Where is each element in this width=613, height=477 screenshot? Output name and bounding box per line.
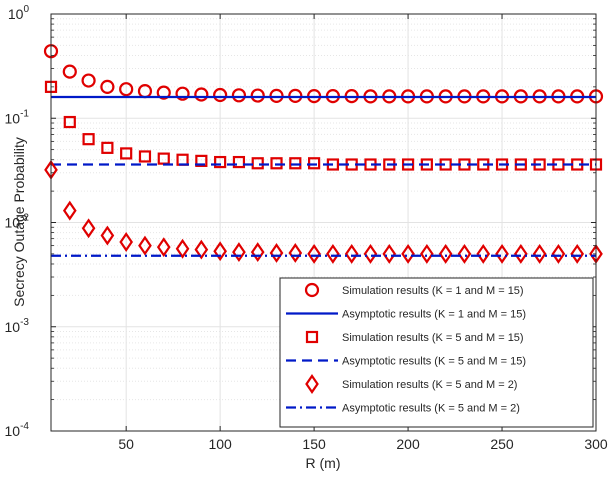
y-tick-labels: 10-4 10-3 10-2 10-1 100 [5,4,30,439]
legend-item: Simulation results (K = 5 and M = 2) [305,374,517,394]
data-point [119,82,134,97]
data-point [100,225,115,246]
data-point [194,239,209,260]
y-tick-label: 10-1 [5,108,30,126]
legend-marker-swatch [305,330,319,344]
data-point [344,243,359,264]
x-tick-label: 150 [302,436,326,452]
data-point [213,87,228,103]
legend-label: Simulation results (K = 1 and M = 15) [342,285,524,297]
data-point [250,242,265,263]
data-point [120,147,133,160]
legend-item: Simulation results (K = 5 and M = 15) [305,330,524,344]
y-tick-label: 100 [8,4,30,22]
data-point [81,73,96,88]
y-axis-label: Secrecy Outage Probability [11,137,27,307]
legend-label: Asymptotic results (K = 1 and M = 15) [342,309,526,321]
data-point [269,88,284,103]
data-point [382,243,397,264]
data-point [532,243,547,264]
data-point [214,155,227,169]
data-point [438,243,453,264]
data-point [232,242,246,263]
data-point [307,243,321,264]
data-point [138,150,152,163]
data-point [175,86,190,101]
data-point [156,85,171,100]
data-point [250,88,265,103]
data-point [551,243,566,264]
y-tick-label: 10-4 [5,421,30,439]
legend-label: Simulation results (K = 5 and M = 2) [342,379,517,391]
legend-item: Asymptotic results (K = 5 and M = 2) [286,403,520,415]
data-point [270,157,283,170]
data-point [101,141,114,154]
data-point [401,243,415,264]
series-5 [44,159,603,264]
legend-marker-swatch [304,282,320,298]
data-point [63,115,76,129]
legend-marker-swatch [305,374,319,394]
data-point [81,218,96,239]
data-point [495,243,509,264]
x-tick-label: 100 [208,436,232,452]
legend-item: Asymptotic results (K = 1 and M = 15) [286,309,526,321]
legend-item: Asymptotic results (K = 5 and M = 15) [286,356,526,368]
data-point [119,232,134,252]
x-tick-labels: 50 100 150 200 250 300 [118,436,608,452]
tick-marks [51,13,597,432]
data-point [251,157,264,170]
series-layer [43,44,604,264]
legend-box [279,277,594,428]
data-point [570,243,585,264]
data-point [194,87,209,102]
data-point [326,243,340,264]
data-point [476,243,491,264]
x-axis-label: R (m) [306,455,341,471]
data-point [269,243,284,263]
data-point [82,133,95,146]
data-point [420,243,434,264]
data-point [62,64,77,79]
data-point [308,157,321,170]
data-point [457,243,472,264]
data-point [138,235,152,256]
x-tick-label: 50 [118,436,134,452]
data-point [288,243,303,263]
data-point [156,237,171,258]
data-point [175,238,190,259]
data-point [213,241,227,262]
data-point [363,243,378,264]
data-point [100,79,115,94]
legend-label: Simulation results (K = 5 and M = 15) [342,332,524,344]
legend-label: Asymptotic results (K = 5 and M = 2) [342,403,520,415]
y-tick-label: 10-3 [5,317,30,335]
data-point [289,157,302,170]
x-tick-label: 250 [490,436,514,452]
legend: Simulation results (K = 1 and M = 15) Asy… [279,277,594,428]
x-tick-label: 300 [584,436,608,452]
legend-label: Asymptotic results (K = 5 and M = 15) [342,356,526,368]
data-point [288,88,303,103]
data-point [513,243,528,264]
data-point [232,155,246,169]
data-point [62,200,77,221]
data-point [195,154,208,167]
data-point [231,88,247,103]
legend-item: Simulation results (K = 1 and M = 15) [304,282,524,298]
x-tick-label: 200 [396,436,420,452]
y-tick-label: 10-2 [5,213,30,231]
